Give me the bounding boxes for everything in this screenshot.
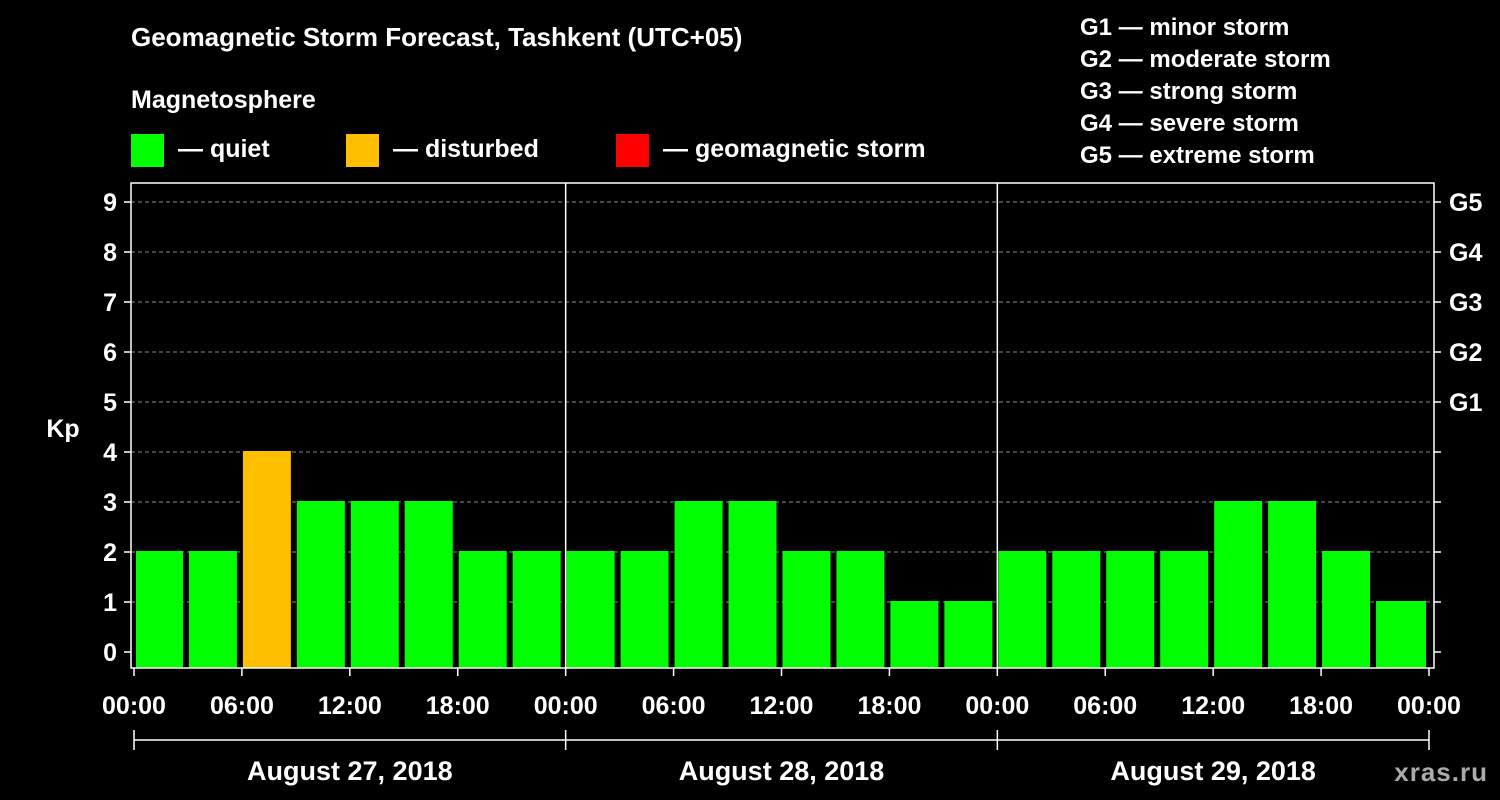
g-scale-label: G3 [1449, 289, 1482, 317]
credit-text: xras.ru [1394, 757, 1488, 787]
kp-bar [1160, 551, 1209, 668]
storm-scale-g5: G5 — extreme storm [1080, 142, 1315, 169]
x-tick-label: 18:00 [426, 692, 490, 720]
kp-bar [728, 501, 777, 668]
y-tick-label: 1 [103, 589, 117, 617]
day-label: August 29, 2018 [1110, 756, 1316, 786]
y-tick-label: 6 [103, 339, 117, 367]
legend-swatch-storm [616, 134, 649, 167]
kp-bar [242, 451, 291, 668]
y-tick-label: 7 [103, 289, 117, 317]
legend-swatch-quiet [131, 134, 164, 167]
x-tick-label: 18:00 [1289, 692, 1353, 720]
y-tick-label: 9 [103, 189, 117, 217]
kp-bar [1052, 551, 1101, 668]
g-scale-label: G4 [1449, 239, 1482, 267]
storm-scale-g2: G2 — moderate storm [1080, 46, 1331, 73]
kp-bar [1268, 501, 1317, 668]
x-tick-label: 00:00 [965, 692, 1029, 720]
x-tick-label: 06:00 [1073, 692, 1137, 720]
storm-scale-g4: G4 — severe storm [1080, 110, 1299, 137]
kp-bar [674, 501, 723, 668]
bars [136, 451, 1426, 668]
x-tick-label: 00:00 [534, 692, 598, 720]
kp-bar [1322, 551, 1371, 668]
y-tick-label: 2 [103, 539, 117, 567]
kp-bar [1376, 601, 1426, 668]
y-tick-label: 3 [103, 489, 117, 517]
kp-bar [458, 551, 507, 668]
kp-bar [944, 601, 993, 668]
x-tick-label: 06:00 [210, 692, 274, 720]
legend-label-storm: — geomagnetic storm [663, 135, 926, 163]
kp-bar [836, 551, 885, 668]
day-label: August 27, 2018 [247, 756, 453, 786]
kp-bar [136, 551, 183, 668]
g-scale-label: G2 [1449, 339, 1482, 367]
kp-bar [296, 501, 345, 668]
kp-bar [998, 551, 1047, 668]
x-tick-label: 18:00 [857, 692, 921, 720]
g-scale-label: G1 [1449, 389, 1482, 417]
legend-label-quiet: — quiet [178, 135, 270, 163]
kp-bar [566, 551, 615, 668]
storm-scale-g1: G1 — minor storm [1080, 14, 1290, 41]
x-tick-label: 12:00 [1181, 692, 1245, 720]
chart-title: Geomagnetic Storm Forecast, Tashkent (UT… [131, 22, 743, 52]
y-tick-label: 5 [103, 389, 117, 417]
day-label: August 28, 2018 [679, 756, 885, 786]
y-axis-label: Kp [46, 415, 79, 443]
g-scale-label: G5 [1449, 189, 1482, 217]
x-tick-label: 12:00 [750, 692, 814, 720]
chart-subtitle: Magnetosphere [131, 86, 316, 114]
legend-swatch-disturbed [346, 134, 379, 167]
x-tick-label: 00:00 [1397, 692, 1461, 720]
x-tick-label: 06:00 [642, 692, 706, 720]
y-tick-label: 4 [103, 439, 117, 467]
x-tick-label: 12:00 [318, 692, 382, 720]
kp-bar [1214, 501, 1263, 668]
kp-bar [782, 551, 831, 668]
kp-bar [1106, 551, 1155, 668]
axes: 0 1 2 3 4 5 6 7 8 9 G1 G2 G3 G4 G5 Kp 00:00 06:00 12:00 18:… [46, 182, 1482, 786]
y-tick-label: 0 [103, 639, 117, 667]
kp-bar [512, 551, 561, 668]
y-tick-label: 8 [103, 239, 117, 267]
storm-scale-g3: G3 — strong storm [1080, 78, 1298, 105]
kp-bar [350, 501, 399, 668]
kp-bar [188, 551, 237, 668]
kp-bar [404, 501, 453, 668]
kp-bar [890, 601, 939, 668]
kp-bar [620, 551, 669, 668]
plot-frame [130, 182, 1435, 669]
x-tick-label: 00:00 [102, 692, 166, 720]
legend-label-disturbed: — disturbed [393, 135, 539, 163]
